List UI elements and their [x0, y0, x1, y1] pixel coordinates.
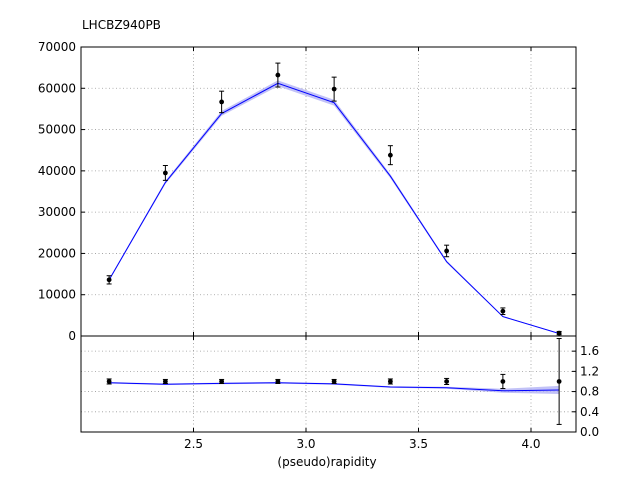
main-theory-line — [108, 82, 560, 334]
main-ytick-label: 10000 — [38, 288, 76, 302]
ratio-y-axis-ticks: 0.0 0.4 0.8 1.2 1.6 — [572, 344, 599, 439]
main-ytick-label: 40000 — [38, 164, 76, 178]
ratio-data-point — [556, 338, 562, 425]
ratio-marker — [162, 379, 168, 384]
chart-title: LHCBZ940PB — [82, 18, 161, 32]
main-ytick-label: 0 — [68, 329, 76, 343]
ratio-ytick-label: 0.0 — [580, 425, 599, 439]
main-data-point — [275, 62, 281, 88]
ratio-marker — [331, 379, 337, 384]
main-marker — [387, 152, 393, 158]
ratio-data-point — [219, 378, 225, 384]
ratio-marker — [444, 379, 450, 384]
main-marker — [219, 99, 225, 105]
main-marker — [331, 86, 337, 92]
ratio-data-point — [444, 377, 450, 386]
ratio-marker — [387, 379, 393, 384]
ratio-marker — [275, 379, 281, 384]
ratio-marker — [500, 379, 506, 384]
ratio-panel: 0.0 0.4 0.8 1.2 1.6 2.5 3.0 3.5 4.0 — [80, 47, 599, 451]
ratio-marker — [219, 379, 225, 384]
main-data-point — [106, 275, 112, 285]
ratio-data-point — [275, 378, 281, 384]
main-data-point — [331, 76, 337, 102]
main-data-point — [500, 307, 506, 316]
main-data-point — [387, 145, 393, 166]
main-data-point — [444, 244, 450, 258]
x-tick-label: 3.5 — [409, 437, 428, 451]
x-tick-label: 3.0 — [296, 437, 315, 451]
main-marker — [444, 248, 450, 254]
main-data-point — [556, 330, 562, 336]
ratio-ytick-label: 0.8 — [580, 385, 599, 399]
x-axis-ticks: 2.5 3.0 3.5 4.0 — [184, 47, 541, 451]
main-marker — [275, 72, 281, 78]
main-marker — [106, 277, 112, 283]
x-tick-label: 2.5 — [184, 437, 203, 451]
ratio-frame — [80, 335, 577, 433]
ratio-data-points — [106, 338, 562, 425]
ratio-data-point — [387, 378, 393, 385]
ratio-data-point — [106, 378, 112, 385]
ratio-ytick-label: 1.6 — [580, 344, 599, 358]
main-marker — [556, 330, 562, 336]
main-marker — [162, 170, 168, 176]
ratio-ytick-label: 1.2 — [580, 364, 599, 378]
ratio-data-point — [162, 378, 168, 384]
ratio-marker — [106, 379, 112, 384]
main-panel: 0 10000 20000 30000 40000 50000 60000 70000 — [38, 40, 577, 343]
ratio-marker — [556, 379, 562, 384]
ratio-data-point — [331, 378, 337, 384]
main-data-points — [106, 62, 562, 336]
main-ytick-label: 30000 — [38, 205, 76, 219]
main-ytick-label: 60000 — [38, 81, 76, 95]
main-ytick-label: 70000 — [38, 40, 76, 54]
main-grid — [81, 47, 576, 336]
x-axis-label: (pseudo)rapidity — [277, 455, 376, 469]
ratio-data-point — [500, 373, 506, 390]
main-data-point — [219, 90, 225, 114]
main-ytick-label: 20000 — [38, 246, 76, 260]
x-tick-label: 4.0 — [521, 437, 540, 451]
main-y-axis-ticks: 0 10000 20000 30000 40000 50000 60000 70000 — [38, 40, 576, 343]
main-ytick-label: 50000 — [38, 123, 76, 137]
main-data-point — [162, 164, 168, 181]
main-marker — [500, 308, 506, 314]
ratio-ytick-label: 0.4 — [580, 405, 599, 419]
